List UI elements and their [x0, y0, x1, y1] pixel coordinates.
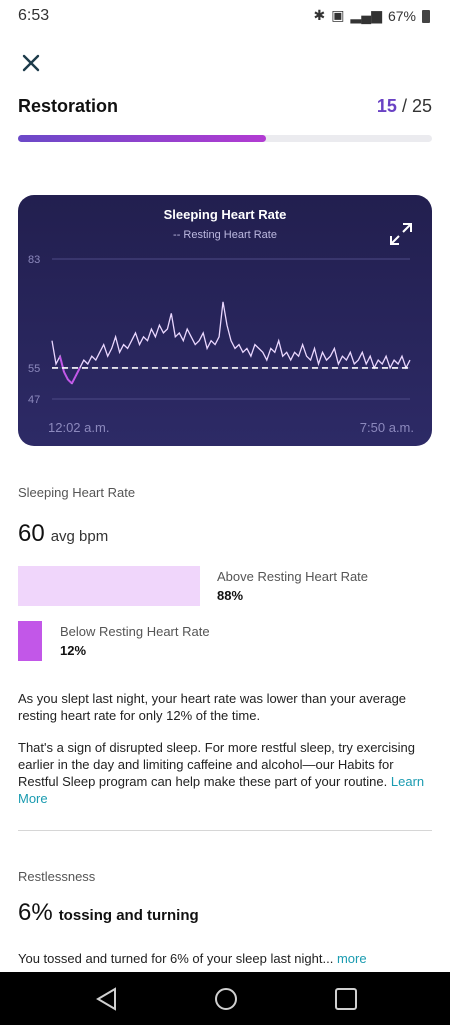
above-resting-bar [18, 566, 200, 606]
description-paragraph-2: That's a sign of disrupted sleep. For mo… [18, 739, 432, 807]
avg-bpm-unit: avg bpm [50, 528, 109, 545]
close-icon [22, 54, 40, 72]
above-resting-value: 88% [217, 588, 244, 603]
close-button[interactable] [18, 50, 44, 76]
system-nav-bar [0, 972, 450, 1025]
learn-more-link[interactable]: Learn More [18, 774, 425, 806]
back-icon[interactable] [93, 985, 121, 1013]
recents-icon[interactable] [332, 985, 360, 1013]
restlessness-label: Restlessness [18, 869, 96, 884]
heart-rate-chart-card[interactable]: 83 55 47 12:02 a.m. 7:50 a.m. Sleeping Heart… [18, 195, 432, 446]
expand-icon[interactable] [388, 221, 414, 247]
restlessness-text-body: You tossed and turned for 6% of your sle… [18, 951, 334, 966]
restlessness-text: You tossed and turned for 6% of your sle… [18, 951, 367, 966]
divider [18, 830, 432, 831]
restlessness-desc: tossing and turning [58, 907, 199, 924]
nfc-icon: ▣ [331, 7, 345, 23]
chart-legend: -- Resting Heart Rate [173, 229, 277, 241]
progress-separator: / [396, 96, 412, 116]
restlessness-value: 6% [18, 899, 53, 926]
chart-y-tick-label: 55 [28, 363, 40, 375]
progress-bar [18, 135, 432, 142]
below-resting-segment [63, 371, 69, 381]
chart-y-tick-label: 47 [28, 394, 40, 406]
battery-icon [422, 10, 430, 23]
status-bar: 6:53 ✱ ▣ ▂▄▆ 67% [0, 0, 450, 34]
avg-bpm-value: 60 [18, 520, 45, 547]
status-icons: ✱ ▣ ▂▄▆ 67% [314, 7, 430, 24]
heart-rate-series-line [51, 301, 411, 385]
below-resting-segment [70, 375, 77, 384]
chart-y-tick-label: 83 [28, 254, 40, 266]
progress-total: 25 [411, 96, 432, 116]
below-resting-label: Below Resting Heart Rate [60, 624, 210, 639]
chart-x-label-start: 12:02 a.m. [48, 420, 109, 435]
bluetooth-icon: ✱ [313, 7, 326, 23]
heart-rate-chart: 83 55 47 12:02 a.m. 7:50 a.m. [28, 254, 414, 435]
restlessness-summary: 6% tossing and turning [18, 899, 199, 927]
below-resting-segment [58, 355, 65, 373]
below-resting-value: 12% [60, 643, 87, 658]
more-link[interactable]: more [336, 951, 367, 966]
signal-icon: ▂▄▆ [350, 7, 382, 23]
hr-section-label: Sleeping Heart Rate [18, 485, 136, 500]
above-resting-label: Above Resting Heart Rate [217, 569, 369, 584]
home-icon[interactable] [212, 985, 240, 1013]
chart-x-label-end: 7:50 a.m. [360, 420, 414, 435]
progress-count: 15 / 25 [377, 96, 432, 117]
chart-title: Sleeping Heart Rate [163, 207, 287, 222]
description-paragraph-1: As you slept last night, your heart rate… [18, 691, 407, 723]
avg-bpm: 60 avg bpm [18, 520, 108, 548]
progress-current: 15 [376, 96, 397, 116]
progress-bar-fill [18, 135, 267, 142]
below-resting-segment [74, 367, 81, 377]
page-title: Restoration [18, 96, 119, 116]
battery-level: 67% [387, 7, 416, 24]
description-paragraph-2-text: That's a sign of disrupted sleep. For mo… [18, 740, 415, 789]
status-time: 6:53 [18, 7, 50, 24]
below-resting-bar [18, 621, 42, 661]
